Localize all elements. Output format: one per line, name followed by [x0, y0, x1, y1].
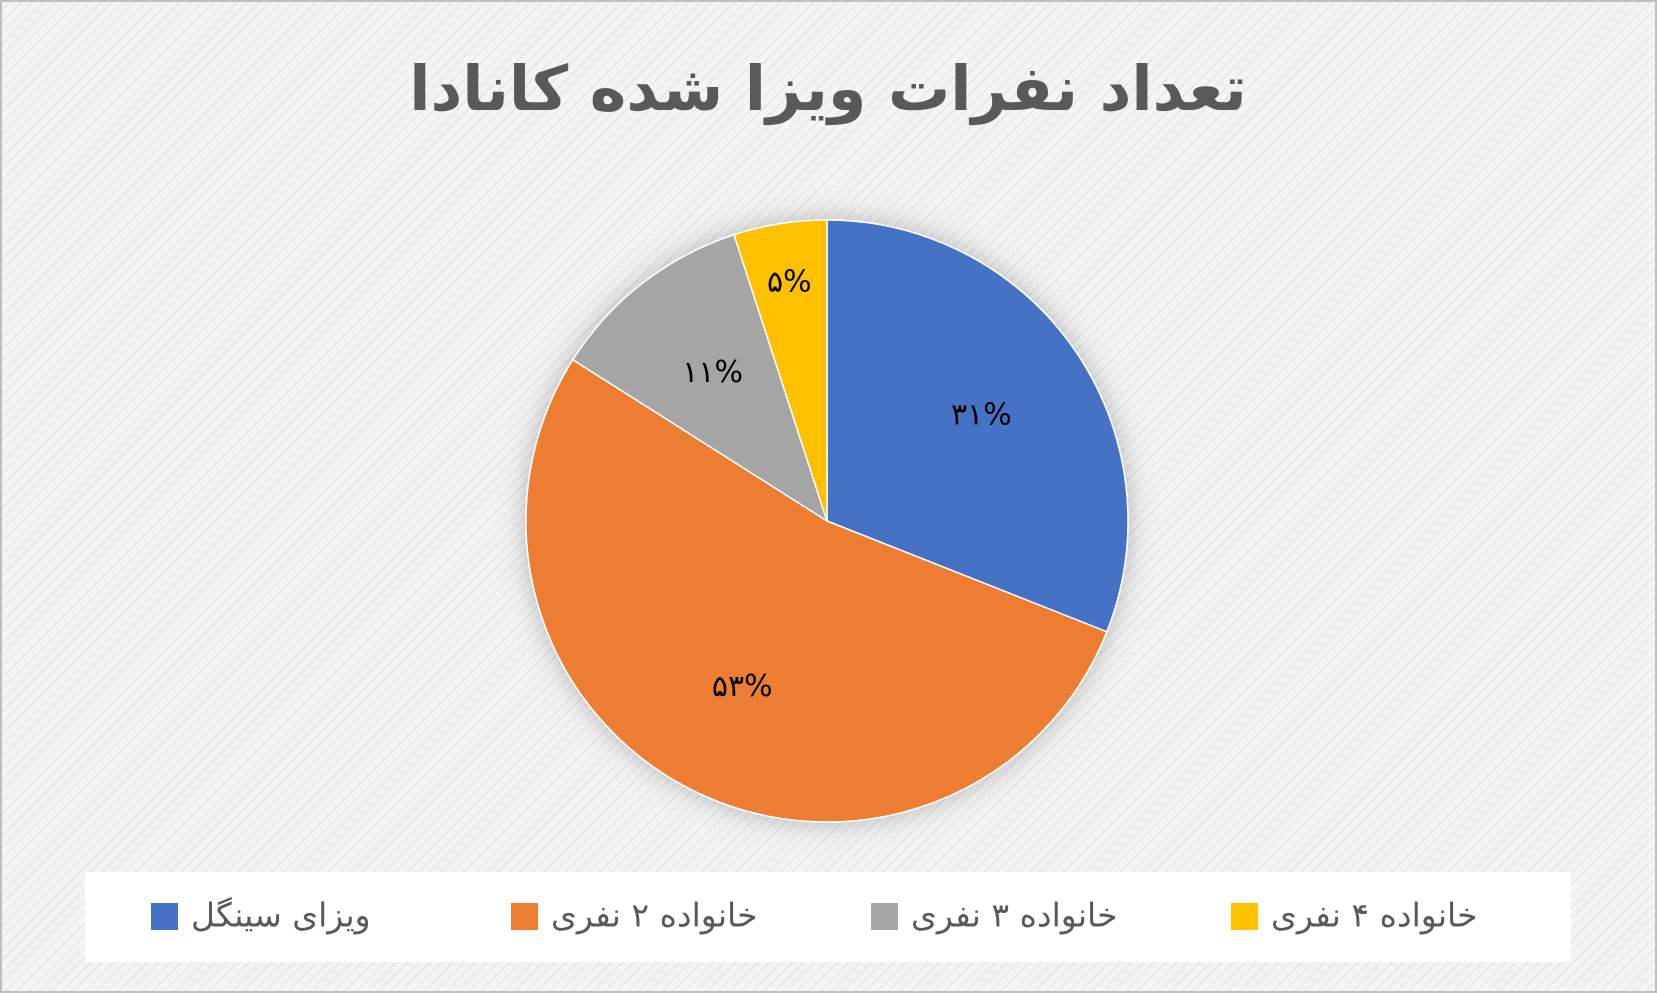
legend-label: ویزای سینگل	[191, 896, 371, 935]
data-label: ۳۱%	[951, 398, 1012, 433]
legend-label: خانواده ۳ نفری	[911, 896, 1117, 935]
legend-swatch	[871, 903, 898, 930]
pie-slice	[826, 219, 1129, 633]
legend-swatch	[151, 903, 178, 930]
legend-label: خانواده ۴ نفری	[1271, 896, 1477, 935]
data-label: ۱۱%	[682, 355, 743, 390]
pie	[525, 219, 1129, 823]
legend-box	[85, 872, 1571, 962]
pie-slice	[525, 358, 1108, 823]
data-label: ۵%	[767, 265, 812, 300]
pie-slice	[571, 233, 829, 523]
pie-slice	[733, 219, 828, 522]
chart-title: تعداد نفرات ویزا شده کانادا	[409, 52, 1247, 125]
legend-swatch	[1231, 903, 1258, 930]
legend-label: خانواده ۲ نفری	[551, 896, 757, 935]
data-label: ۵۳%	[712, 669, 773, 704]
legend-swatch	[511, 903, 538, 930]
